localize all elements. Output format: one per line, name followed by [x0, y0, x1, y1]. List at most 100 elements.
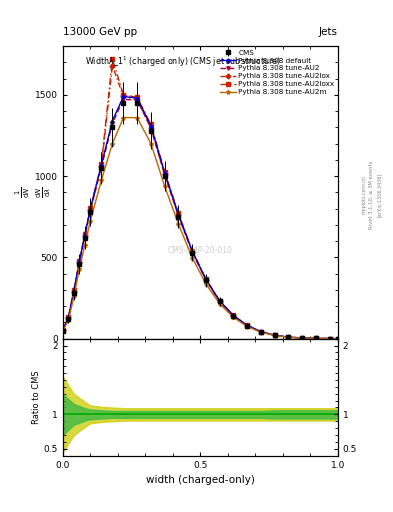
Pythia 8.308 tune-AU2lox: [259, 329, 263, 335]
Pythia 8.308 tune-AU2m: [135, 115, 140, 121]
Pythia 8.308 tune-AU2: [61, 327, 65, 333]
Legend: CMS, Pythia 8.308 default, Pythia 8.308 tune-AU2, Pythia 8.308 tune-AU2lox, Pyth: CMS, Pythia 8.308 default, Pythia 8.308 …: [219, 48, 336, 96]
Pythia 8.308 default: [66, 314, 71, 321]
Pythia 8.308 tune-AU2loxx: [162, 168, 167, 175]
Pythia 8.308 tune-AU2lox: [245, 323, 250, 329]
Pythia 8.308 tune-AU2lox: [204, 277, 208, 283]
Pythia 8.308 tune-AU2: [149, 125, 153, 131]
Pythia 8.308 tune-AU2loxx: [314, 335, 318, 342]
Pythia 8.308 tune-AU2lox: [231, 313, 236, 319]
Pythia 8.308 default: [272, 332, 277, 338]
Pythia 8.308 tune-AU2m: [99, 177, 104, 183]
Pythia 8.308 tune-AU2lox: [336, 335, 340, 342]
Pythia 8.308 tune-AU2: [259, 329, 263, 335]
Pythia 8.308 tune-AU2loxx: [66, 314, 71, 321]
Pythia 8.308 tune-AU2: [336, 335, 340, 342]
Pythia 8.308 tune-AU2loxx: [336, 335, 340, 342]
Pythia 8.308 tune-AU2: [121, 96, 126, 102]
Pythia 8.308 tune-AU2lox: [72, 289, 76, 295]
Pythia 8.308 tune-AU2m: [314, 335, 318, 342]
Pythia 8.308 tune-AU2m: [61, 328, 65, 334]
Text: mcplots.cern.ch: mcplots.cern.ch: [361, 175, 366, 214]
Pythia 8.308 tune-AU2m: [121, 115, 126, 121]
Pythia 8.308 tune-AU2loxx: [245, 322, 250, 328]
Pythia 8.308 default: [77, 259, 82, 265]
Pythia 8.308 tune-AU2: [77, 260, 82, 266]
Pythia 8.308 tune-AU2loxx: [110, 56, 115, 62]
Pythia 8.308 default: [72, 288, 76, 294]
Pythia 8.308 tune-AU2lox: [314, 335, 318, 342]
Line: Pythia 8.308 default: Pythia 8.308 default: [61, 95, 340, 340]
Pythia 8.308 tune-AU2lox: [66, 315, 71, 321]
Pythia 8.308 tune-AU2lox: [121, 93, 126, 99]
Line: Pythia 8.308 tune-AU2loxx: Pythia 8.308 tune-AU2loxx: [61, 57, 340, 340]
Pythia 8.308 tune-AU2m: [272, 332, 277, 338]
Pythia 8.308 tune-AU2: [176, 212, 181, 219]
Text: Width$\lambda\_1^1$ (charged only) (CMS jet substructure): Width$\lambda\_1^1$ (charged only) (CMS …: [85, 55, 281, 69]
Pythia 8.308 tune-AU2lox: [190, 249, 195, 255]
Pythia 8.308 tune-AU2loxx: [121, 92, 126, 98]
Pythia 8.308 tune-AU2m: [77, 266, 82, 272]
Line: Pythia 8.308 tune-AU2lox: Pythia 8.308 tune-AU2lox: [61, 64, 340, 340]
Pythia 8.308 tune-AU2: [72, 289, 76, 295]
Line: Pythia 8.308 tune-AU2: Pythia 8.308 tune-AU2: [61, 98, 340, 340]
Pythia 8.308 default: [259, 329, 263, 335]
Pythia 8.308 default: [231, 312, 236, 318]
Pythia 8.308 tune-AU2lox: [300, 335, 305, 341]
Pythia 8.308 tune-AU2m: [88, 218, 93, 224]
Pythia 8.308 tune-AU2m: [162, 183, 167, 189]
Pythia 8.308 tune-AU2lox: [149, 124, 153, 131]
Pythia 8.308 tune-AU2lox: [61, 327, 65, 333]
Pythia 8.308 tune-AU2: [162, 172, 167, 178]
Pythia 8.308 tune-AU2m: [149, 140, 153, 146]
Pythia 8.308 tune-AU2m: [336, 335, 340, 342]
Pythia 8.308 tune-AU2: [190, 249, 195, 255]
Pythia 8.308 tune-AU2: [327, 335, 332, 342]
Pythia 8.308 default: [135, 95, 140, 101]
Pythia 8.308 default: [99, 162, 104, 168]
Pythia 8.308 tune-AU2loxx: [149, 121, 153, 127]
Pythia 8.308 tune-AU2m: [259, 329, 263, 335]
Pythia 8.308 default: [61, 327, 65, 333]
Pythia 8.308 tune-AU2loxx: [327, 335, 332, 342]
Pythia 8.308 default: [336, 335, 340, 342]
Y-axis label: Ratio to CMS: Ratio to CMS: [32, 370, 41, 424]
Pythia 8.308 tune-AU2loxx: [77, 258, 82, 264]
Text: CMS-SMP-20-010: CMS-SMP-20-010: [168, 246, 233, 255]
Pythia 8.308 default: [162, 170, 167, 176]
Pythia 8.308 default: [88, 205, 93, 211]
Pythia 8.308 tune-AU2m: [245, 324, 250, 330]
Pythia 8.308 tune-AU2loxx: [231, 312, 236, 318]
Pythia 8.308 tune-AU2m: [204, 281, 208, 287]
Pythia 8.308 tune-AU2lox: [88, 207, 93, 213]
Pythia 8.308 tune-AU2lox: [110, 62, 115, 69]
Pythia 8.308 tune-AU2m: [110, 140, 115, 146]
Pythia 8.308 tune-AU2: [217, 298, 222, 305]
Pythia 8.308 tune-AU2lox: [176, 212, 181, 219]
Pythia 8.308 tune-AU2m: [66, 317, 71, 324]
Pythia 8.308 tune-AU2lox: [272, 332, 277, 338]
Pythia 8.308 tune-AU2m: [72, 293, 76, 300]
Pythia 8.308 tune-AU2loxx: [83, 231, 87, 238]
Pythia 8.308 tune-AU2loxx: [135, 94, 140, 100]
Pythia 8.308 default: [176, 211, 181, 218]
Pythia 8.308 tune-AU2m: [286, 334, 291, 340]
Pythia 8.308 tune-AU2m: [327, 335, 332, 342]
Pythia 8.308 default: [327, 335, 332, 342]
Pythia 8.308 tune-AU2lox: [286, 334, 291, 340]
Pythia 8.308 tune-AU2m: [217, 301, 222, 307]
Pythia 8.308 default: [110, 118, 115, 124]
Pythia 8.308 default: [217, 298, 222, 304]
Pythia 8.308 default: [121, 93, 126, 99]
Y-axis label: $\frac{1}{\mathrm{d}N}$
$\frac{\mathrm{d}N}{\mathrm{d}\lambda}$: $\frac{1}{\mathrm{d}N}$ $\frac{\mathrm{d…: [14, 187, 53, 198]
Pythia 8.308 tune-AU2lox: [135, 97, 140, 103]
Pythia 8.308 default: [83, 231, 87, 238]
Pythia 8.308 tune-AU2lox: [99, 163, 104, 169]
Pythia 8.308 tune-AU2: [204, 277, 208, 283]
Pythia 8.308 tune-AU2m: [190, 254, 195, 261]
Pythia 8.308 tune-AU2: [135, 97, 140, 103]
Pythia 8.308 default: [300, 335, 305, 341]
Pythia 8.308 tune-AU2: [314, 335, 318, 342]
Pythia 8.308 tune-AU2m: [231, 314, 236, 321]
Pythia 8.308 tune-AU2: [231, 313, 236, 319]
